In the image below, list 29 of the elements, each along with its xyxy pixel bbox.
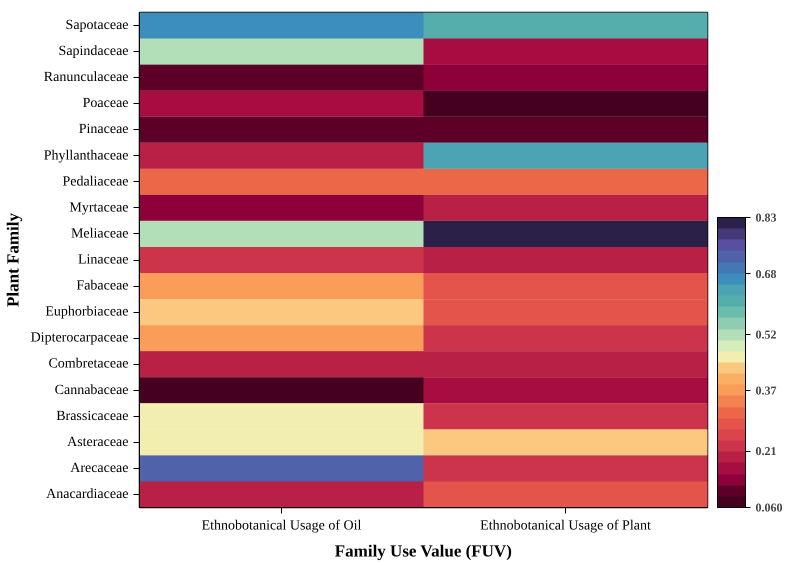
- y-tick-label: Fabaceae: [76, 278, 129, 294]
- y-tick-label: Combretaceae: [48, 356, 128, 372]
- x-tick-label: Ethnobotanical Usage of Oil: [202, 518, 362, 534]
- x-tick-label: Ethnobotanical Usage of Plant: [480, 518, 651, 534]
- y-tick-label: Anacardiaceae: [46, 486, 128, 502]
- y-tick-label: Myrtaceae: [69, 200, 129, 216]
- y-tick-label: Sapindaceae: [58, 44, 129, 60]
- color-bar-label: 0.68: [756, 266, 776, 281]
- y-tick-label: Linaceae: [78, 252, 129, 268]
- y-tick-label: Brassicaceae: [56, 408, 129, 424]
- y-tick-label: Ranunculaceae: [44, 70, 129, 86]
- color-bar-label: 0.83: [756, 210, 776, 224]
- y-tick-label: Sapotaceae: [66, 18, 129, 34]
- y-tick-label: Asteraceae: [67, 434, 129, 450]
- y-tick-label: Phyllanthaceae: [44, 148, 129, 164]
- y-tick-label: Cannabaceae: [54, 382, 129, 398]
- color-bar-label: 0.060: [756, 500, 782, 514]
- y-tick-label: Pinaceae: [78, 122, 129, 138]
- y-tick-label: Dipterocarpaceae: [30, 330, 129, 346]
- y-tick-label: Meliaceae: [70, 226, 129, 242]
- y-tick-label: Pedaliaceae: [62, 174, 128, 190]
- y-tick-label: Poaceae: [82, 96, 129, 112]
- color-bar-label: 0.21: [756, 444, 776, 458]
- y-axis-title: Plant Family: [4, 212, 23, 307]
- y-tick-label: Euphorbiaceae: [45, 304, 129, 320]
- color-bar-label: 0.52: [756, 327, 776, 342]
- color-bar-label: 0.37: [756, 384, 776, 398]
- x-axis-title: Family Use Value (FUV): [334, 542, 512, 560]
- y-tick-label: Arecaceae: [70, 460, 129, 476]
